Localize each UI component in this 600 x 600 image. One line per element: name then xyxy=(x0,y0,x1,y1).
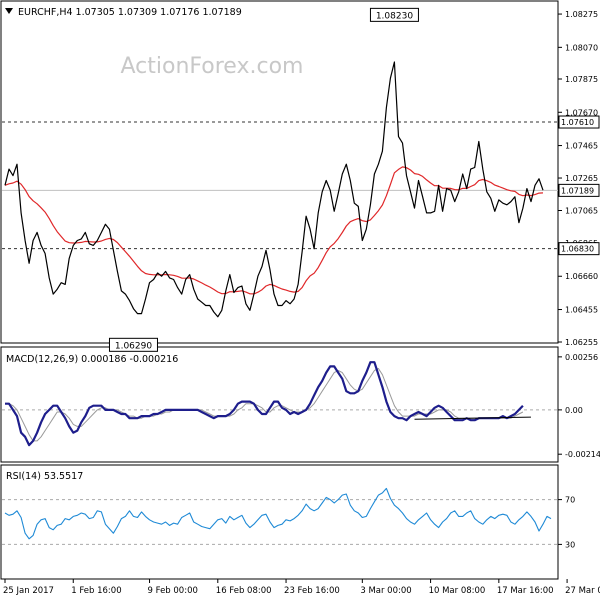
macd-signal-line xyxy=(5,368,524,442)
price-level-box xyxy=(558,242,600,256)
price-panel-title: EURCHF,H4 1.07305 1.07309 1.07176 1.0718… xyxy=(18,7,242,18)
macd-trendline xyxy=(414,416,531,420)
price-annotation-label: 1.06290 xyxy=(115,341,152,351)
price-tick-label: 1.08275 xyxy=(565,10,598,19)
price-tick-label: 1.06660 xyxy=(565,272,598,281)
reference-lines xyxy=(2,121,558,545)
rsi-line xyxy=(4,487,552,540)
price-line xyxy=(4,61,544,318)
x-tick-label: 1 Feb 16:00 xyxy=(71,586,121,596)
x-tick-label: 27 Mar 00:00 xyxy=(565,586,600,596)
moving-average-line xyxy=(4,166,544,295)
x-tick-label: 16 Feb 08:00 xyxy=(216,586,272,596)
current-price-label: 1.07189 xyxy=(561,186,594,195)
price-tick-label: 1.08070 xyxy=(565,43,598,52)
macd-tick-label: -0.00214 xyxy=(565,450,600,459)
price-tick-label: 1.07875 xyxy=(565,75,598,84)
price-level-label: 1.07610 xyxy=(561,118,594,127)
price-panel-frame xyxy=(0,0,559,344)
price-tick-label: 1.07670 xyxy=(565,108,598,117)
x-tick-label: 10 Mar 08:00 xyxy=(429,586,486,596)
price-level-label: 1.06830 xyxy=(561,245,594,254)
rsi-tick-label: 70 xyxy=(565,496,575,505)
rsi-panel-title: RSI(14) 53.5517 xyxy=(6,471,83,482)
x-tick-label: 23 Feb 16:00 xyxy=(284,586,340,596)
macd-line xyxy=(5,361,524,447)
price-annotation-label: 1.08230 xyxy=(376,11,413,21)
macd-tick-label: 0.00256 xyxy=(565,353,598,362)
current-price-box xyxy=(558,183,600,197)
price-tick-label: 1.07465 xyxy=(565,142,598,151)
price-tick-label: 1.06255 xyxy=(565,338,598,347)
price-tick-label: 1.07265 xyxy=(565,174,598,183)
axis-labels: 1.08275 1.08070 1.07875 1.07670 1.07465 1.072… xyxy=(3,7,600,596)
x-tick-label: 3 Mar 00:00 xyxy=(360,586,411,596)
price-annotation-box xyxy=(108,337,158,352)
price-tick-label: 1.06455 xyxy=(565,306,598,315)
macd-panel-frame xyxy=(0,346,559,463)
price-level-box xyxy=(558,115,600,129)
collapse-arrow-icon[interactable] xyxy=(5,8,13,14)
watermark-text: ActionForex.com xyxy=(121,54,304,79)
rsi-tick-label: 30 xyxy=(565,540,575,549)
macd-panel-title: MACD(12,26,9) 0.000186 -0.000216 xyxy=(6,354,178,365)
price-tick-label: 1.07065 xyxy=(565,206,598,215)
series-lines xyxy=(4,61,552,540)
x-tick-label: 17 Mar 16:00 xyxy=(497,586,554,596)
price-annotation-box xyxy=(369,7,419,22)
x-tick-label: 25 Jan 2017 xyxy=(3,586,54,596)
macd-tick-label: 0.00 xyxy=(565,406,583,415)
x-tick-label: 9 Feb 00:00 xyxy=(148,586,198,596)
rsi-panel-frame xyxy=(0,464,559,580)
